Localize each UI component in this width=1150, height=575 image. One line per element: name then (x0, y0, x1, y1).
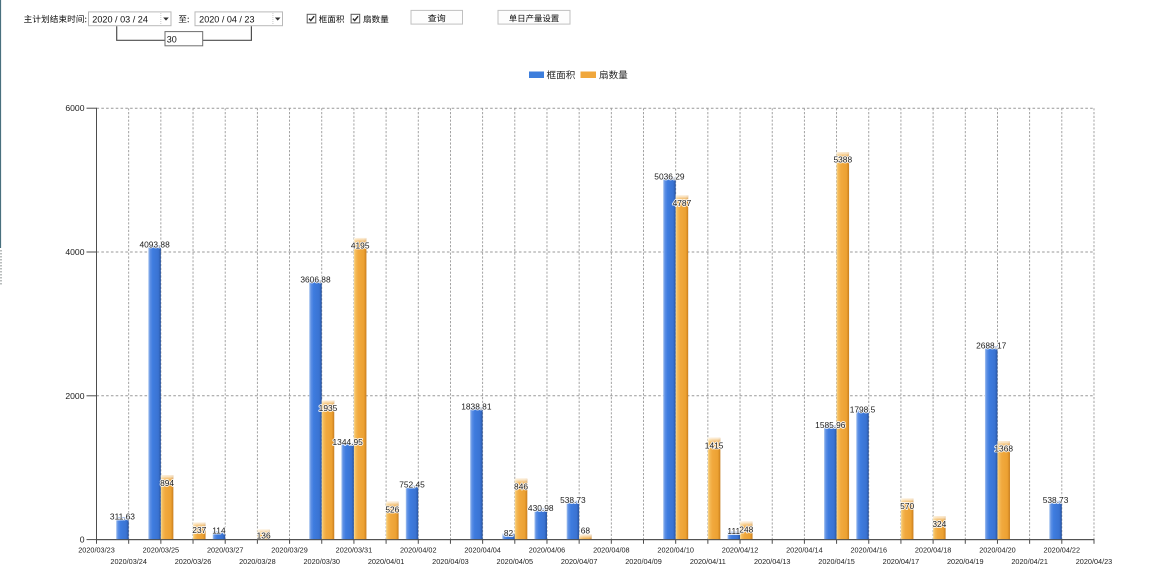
svg-text:4195: 4195 (351, 240, 370, 250)
svg-text:2020/04/20: 2020/04/20 (979, 546, 1016, 555)
svg-text:2688.17: 2688.17 (976, 341, 1007, 351)
svg-text:2020/04/01: 2020/04/01 (368, 557, 405, 566)
svg-text:0: 0 (80, 535, 85, 545)
svg-text:4000: 4000 (65, 247, 84, 257)
svg-text:2020/04/10: 2020/04/10 (657, 546, 694, 555)
svg-text:752.45: 752.45 (399, 480, 425, 490)
svg-text:82: 82 (504, 528, 514, 538)
svg-text:68: 68 (581, 526, 591, 536)
svg-text:5388: 5388 (833, 155, 852, 165)
svg-text:894: 894 (160, 478, 174, 488)
svg-text:2020/03/28: 2020/03/28 (239, 557, 276, 566)
svg-text:430.98: 430.98 (528, 503, 554, 513)
svg-text:248: 248 (739, 524, 753, 534)
svg-text:2020/03/24: 2020/03/24 (110, 557, 147, 566)
svg-text:2020/04/21: 2020/04/21 (1011, 557, 1048, 566)
svg-text:2020/04/16: 2020/04/16 (850, 546, 887, 555)
svg-text:4787: 4787 (673, 198, 692, 208)
svg-text:1838.81: 1838.81 (461, 402, 492, 412)
svg-text:1585.96: 1585.96 (815, 420, 846, 430)
svg-text:2020/04/18: 2020/04/18 (915, 546, 952, 555)
svg-text:30: 30 (167, 35, 177, 45)
svg-text:2020 / 04 / 23: 2020 / 04 / 23 (199, 14, 254, 24)
svg-text:2020/04/05: 2020/04/05 (497, 557, 534, 566)
svg-text:2020/03/29: 2020/03/29 (271, 546, 308, 555)
svg-text:2020/04/15: 2020/04/15 (818, 557, 855, 566)
svg-text:2020/04/22: 2020/04/22 (1044, 546, 1081, 555)
svg-text:114: 114 (212, 526, 226, 536)
svg-text:3606.88: 3606.88 (300, 274, 331, 284)
svg-text:2020/03/27: 2020/03/27 (207, 546, 244, 555)
svg-text:2020/04/11: 2020/04/11 (690, 557, 726, 566)
svg-text:570: 570 (900, 501, 914, 511)
svg-text:2020/04/08: 2020/04/08 (593, 546, 630, 555)
svg-text:1935: 1935 (319, 403, 338, 413)
svg-text:2020/04/13: 2020/04/13 (754, 557, 791, 566)
svg-text:2020/04/12: 2020/04/12 (722, 546, 759, 555)
svg-text:6000: 6000 (65, 103, 84, 113)
svg-text:2020/04/09: 2020/04/09 (625, 557, 662, 566)
svg-text:2020/03/30: 2020/03/30 (303, 557, 340, 566)
svg-text:4093.88: 4093.88 (139, 239, 170, 249)
svg-text:2020/04/02: 2020/04/02 (400, 546, 437, 555)
svg-text:538.73: 538.73 (560, 495, 586, 505)
svg-text:2020/04/07: 2020/04/07 (561, 557, 598, 566)
svg-text:526: 526 (385, 504, 399, 514)
svg-text:1344.95: 1344.95 (333, 437, 364, 447)
svg-text:2020/04/03: 2020/04/03 (432, 557, 469, 566)
svg-text:237: 237 (192, 525, 206, 535)
svg-text:311.63: 311.63 (110, 511, 135, 521)
svg-text:2020/04/04: 2020/04/04 (464, 546, 501, 555)
svg-text:2020/04/19: 2020/04/19 (947, 557, 984, 566)
svg-text:2000: 2000 (65, 391, 84, 401)
svg-text:2020 / 03 / 24: 2020 / 03 / 24 (92, 14, 148, 24)
svg-text:538.73: 538.73 (1043, 495, 1069, 505)
svg-text:324: 324 (932, 519, 946, 529)
svg-text:2020/03/25: 2020/03/25 (143, 546, 180, 555)
svg-text:2020/04/17: 2020/04/17 (883, 557, 920, 566)
svg-text:2020/03/26: 2020/03/26 (175, 557, 212, 566)
svg-text:111: 111 (727, 526, 740, 536)
svg-text:2020/04/06: 2020/04/06 (529, 546, 566, 555)
svg-text:2020/04/14: 2020/04/14 (786, 546, 823, 555)
svg-text:2020/03/23: 2020/03/23 (78, 546, 115, 555)
svg-text:1798.5: 1798.5 (850, 404, 876, 414)
svg-text:1415: 1415 (705, 440, 724, 450)
svg-text:5036.29: 5036.29 (654, 172, 685, 182)
svg-text:1368: 1368 (994, 444, 1013, 454)
svg-text:2020/04/23: 2020/04/23 (1076, 557, 1113, 566)
svg-text:846: 846 (514, 481, 528, 491)
svg-text:2020/03/31: 2020/03/31 (336, 546, 373, 555)
svg-text:136: 136 (257, 531, 271, 541)
